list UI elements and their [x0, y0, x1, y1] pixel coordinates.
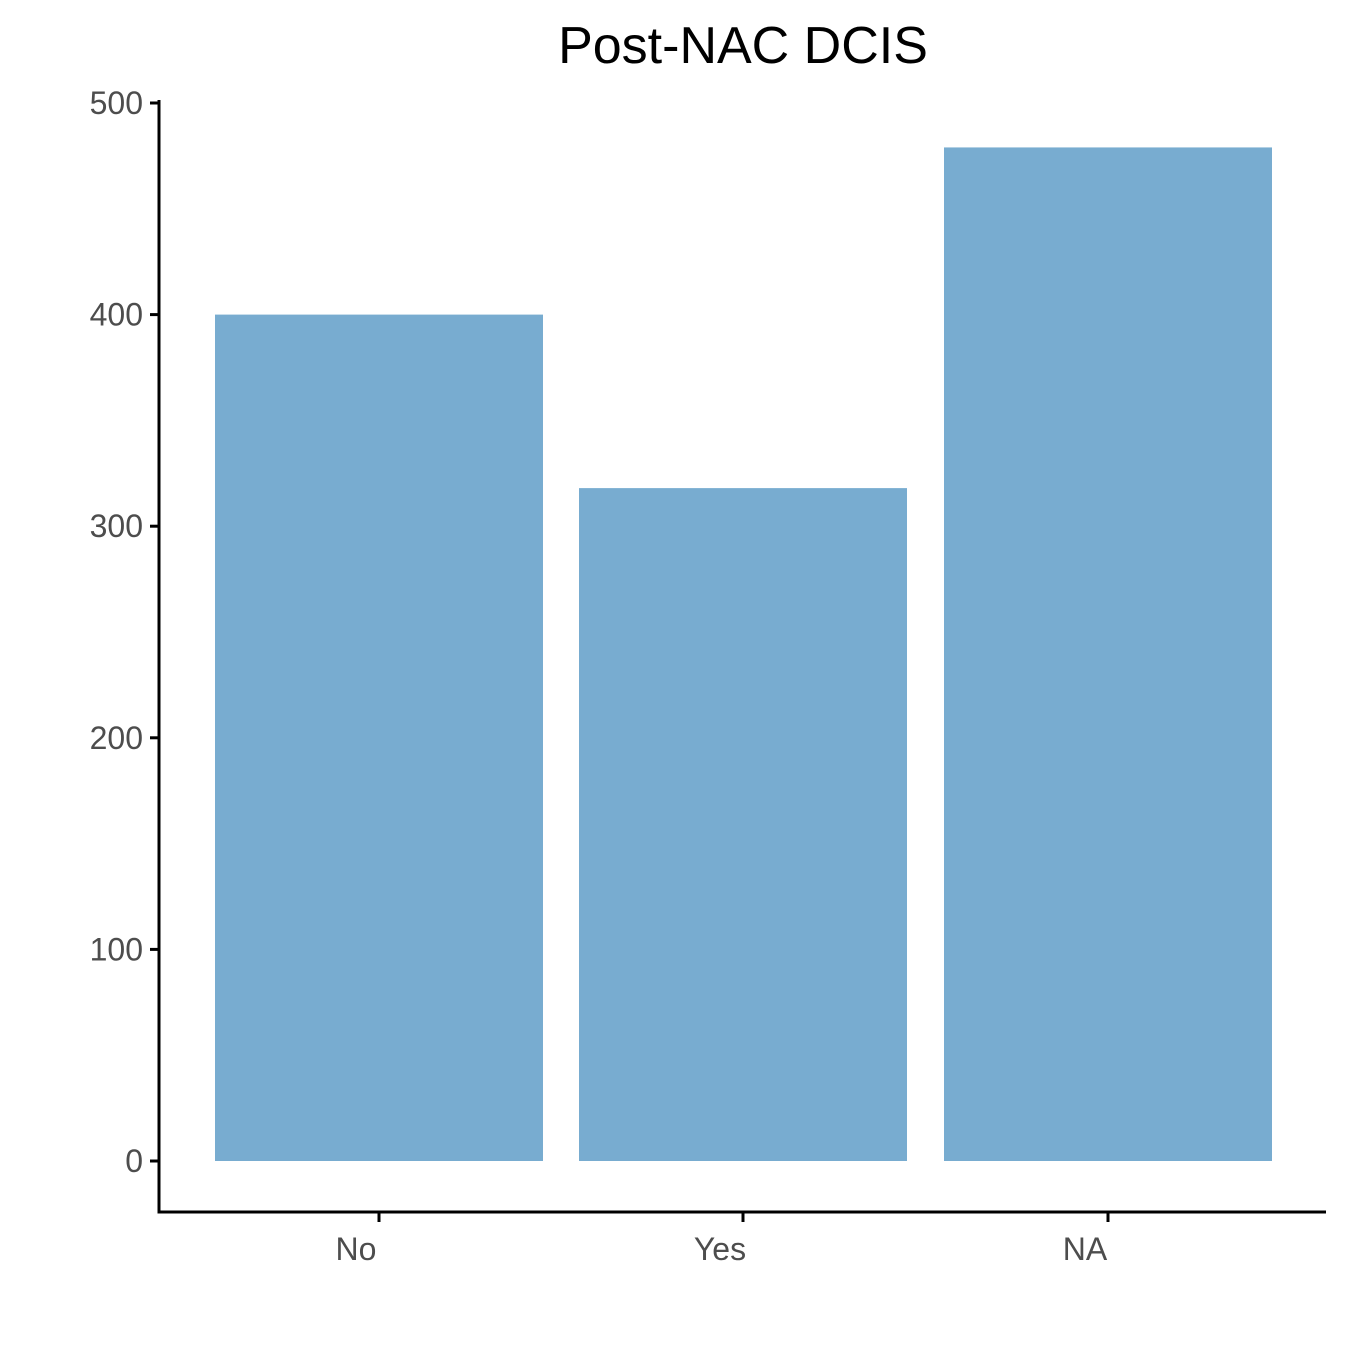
- y-tick-label: 0: [125, 1143, 143, 1179]
- y-tick-label: 400: [90, 297, 143, 333]
- x-tick-label: Yes: [694, 1231, 746, 1267]
- bars-group: [215, 147, 1272, 1162]
- bar-yes: [579, 488, 907, 1161]
- x-tick-label: NA: [1063, 1231, 1108, 1267]
- chart-title: Post-NAC DCIS: [558, 17, 928, 75]
- y-tick-label: 300: [90, 508, 143, 544]
- y-tick-label: 100: [90, 931, 143, 967]
- x-axis: No Yes NA: [157, 1210, 1326, 1267]
- y-axis: 0 100 200 300 400 500: [90, 85, 161, 1214]
- bar-no: [215, 314, 543, 1162]
- bar-na: [944, 147, 1272, 1161]
- y-tick-label: 200: [90, 720, 143, 756]
- y-tick-label: 500: [90, 85, 143, 121]
- x-tick-label: No: [336, 1231, 377, 1267]
